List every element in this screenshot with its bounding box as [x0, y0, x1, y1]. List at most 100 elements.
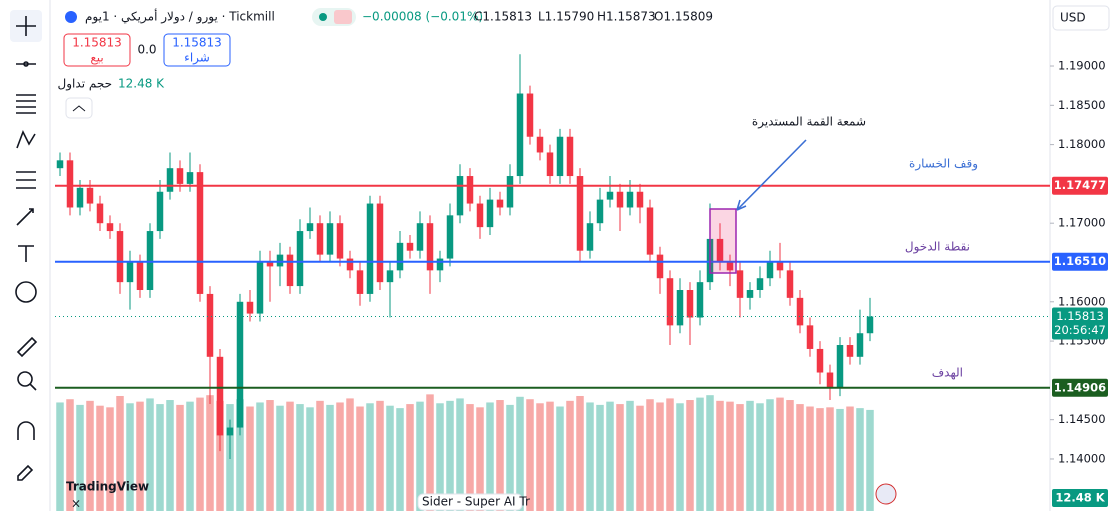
ohlc-open: O1.15809	[654, 10, 713, 24]
candle-body	[306, 223, 314, 232]
status-dot	[319, 13, 327, 21]
level-label: 1.14906	[1054, 380, 1106, 394]
left-toolbar	[0, 0, 51, 511]
brush-tool[interactable]	[16, 208, 34, 226]
collapse-button[interactable]	[65, 97, 93, 119]
volume-bar	[596, 404, 604, 511]
volume-bar	[636, 405, 644, 511]
text-tool[interactable]	[18, 245, 34, 262]
volume-bar	[106, 407, 114, 511]
annotation: نقطة الدخول	[905, 240, 970, 255]
candle-body	[166, 168, 174, 192]
pattern-tool[interactable]	[16, 130, 36, 149]
volume-axis-bg	[1052, 489, 1108, 507]
candle-body	[376, 203, 384, 283]
candle-body	[426, 223, 434, 271]
candle-body	[506, 176, 514, 208]
ohlc-low: L1.15790	[538, 10, 594, 24]
volume-bar	[346, 398, 354, 511]
toolbar-bg	[0, 0, 50, 511]
candle-body	[536, 136, 544, 153]
volume-bar	[296, 404, 304, 511]
volume-bar	[456, 398, 464, 511]
volume-bar	[686, 400, 694, 511]
candle-body	[606, 191, 614, 200]
y-tick-label: 1.19000	[1058, 59, 1106, 73]
collapse-icon	[72, 105, 86, 112]
volume-bar	[566, 400, 574, 511]
candle-body	[556, 136, 564, 177]
volume-axis-label: 12.48 K	[1055, 491, 1105, 505]
measure-tool[interactable]	[16, 336, 38, 358]
volume-bar	[486, 402, 494, 511]
candle-body	[406, 242, 414, 251]
volume-bar	[766, 399, 774, 511]
candle-body	[696, 282, 704, 318]
volume-bar	[116, 395, 124, 511]
candle-body	[726, 262, 734, 271]
candle-body	[116, 231, 124, 283]
projection-tool[interactable]	[16, 171, 36, 189]
lock-tool[interactable]	[17, 464, 34, 481]
candle-body	[666, 278, 674, 326]
candle-body	[466, 176, 474, 204]
volume-bar	[186, 401, 194, 511]
candle-body	[786, 270, 794, 298]
volume-bar	[816, 408, 824, 511]
volume-bar	[626, 400, 634, 511]
volume-bar	[796, 404, 804, 511]
volume-bar	[406, 404, 414, 511]
volume-bar	[516, 396, 524, 511]
buy-button[interactable]	[163, 33, 231, 67]
level-label: 1.16510	[1054, 254, 1106, 268]
candle-body	[446, 215, 454, 259]
sell-button[interactable]	[63, 33, 131, 67]
status-badge	[334, 10, 352, 24]
candle-body	[216, 356, 224, 436]
trend-line-tool[interactable]	[16, 61, 36, 67]
candle-body	[516, 93, 524, 177]
fib-tool[interactable]	[16, 94, 36, 114]
volume-bar	[586, 402, 594, 511]
emoji-tool[interactable]	[15, 281, 37, 303]
candle-body	[806, 325, 814, 349]
candle-body	[326, 223, 334, 255]
volume-bar	[866, 409, 874, 511]
candle-body	[476, 203, 484, 228]
buy-price: 1.15813	[172, 36, 222, 50]
volume-bar	[276, 405, 284, 511]
volume-bar	[616, 404, 624, 511]
candle-body	[826, 372, 834, 389]
zoom-tool[interactable]	[17, 371, 33, 387]
volume-bar	[66, 399, 74, 511]
candle-body	[846, 345, 854, 357]
volume-bar	[806, 406, 814, 511]
volume-bar	[356, 406, 364, 511]
volume-bar	[736, 404, 744, 511]
candle-body	[766, 262, 774, 279]
candle-body	[576, 176, 584, 251]
currency: USD	[1060, 11, 1086, 25]
volume-bar	[336, 402, 344, 511]
annotation: وقف الخسارة	[909, 157, 978, 172]
candle-body	[66, 160, 74, 208]
volume-bar	[706, 395, 714, 511]
volume-bar	[236, 399, 244, 511]
currency-button[interactable]	[1052, 5, 1110, 31]
volume-bar	[466, 404, 474, 511]
close-icon[interactable]: ×	[71, 497, 81, 511]
volume-bar	[696, 397, 704, 511]
volume-bar	[526, 399, 534, 511]
volume-bar	[666, 398, 674, 511]
volume-bar	[156, 404, 164, 511]
magnet-tool[interactable]	[17, 421, 35, 440]
candle-body	[136, 262, 144, 291]
candle-body	[416, 223, 424, 251]
volume-bar	[206, 395, 214, 511]
candle-body	[56, 160, 64, 169]
candle-body	[226, 427, 234, 436]
sider-badge[interactable]	[417, 493, 523, 511]
symbol-title: يورو / دولار أمريكي · 1يوم · Tickmill	[85, 9, 275, 25]
candle-body	[596, 199, 604, 224]
